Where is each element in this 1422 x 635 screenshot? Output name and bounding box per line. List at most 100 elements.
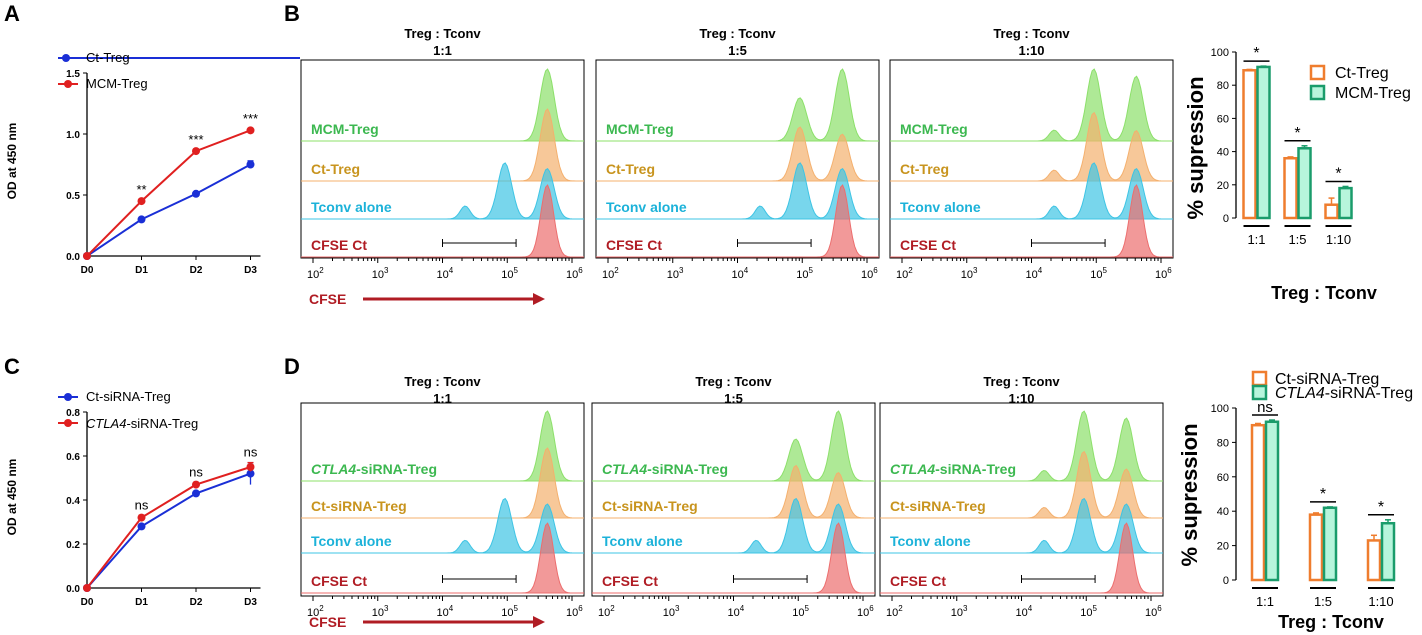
bar <box>1324 203 1339 220</box>
y-tick-label: 40 <box>1217 147 1229 159</box>
row-label: CFSE Ct <box>890 573 946 589</box>
panel-letter-c: C <box>4 354 20 379</box>
flow-histograms-b: Treg : Tconv 1:1 MCM-Treg Ct-Treg Tconv alon… <box>300 26 1174 307</box>
data-point <box>192 489 200 498</box>
y-axis-label: OD at 450 nm <box>5 459 19 536</box>
significance-label: ns <box>135 497 149 512</box>
x-tick-label: D0 <box>81 597 94 608</box>
legend-label-ctla4-sirna: CTLA4-siRNA-Treg <box>86 416 198 431</box>
data-point <box>83 252 91 260</box>
bar <box>1322 506 1338 582</box>
panel-letter-d: D <box>284 354 300 379</box>
y-tick-label: 20 <box>1217 180 1229 192</box>
row-label: Ct-Treg <box>311 161 360 177</box>
y-axis-label: % supression <box>1177 423 1202 566</box>
panel-letter-b: B <box>284 1 300 26</box>
x-tick-label: 102 <box>886 604 903 619</box>
row-label: CFSE Ct <box>606 237 662 253</box>
x-tick-label: D1 <box>135 597 148 608</box>
x-tick-label: D2 <box>190 265 203 276</box>
data-point <box>137 522 146 531</box>
y-tick-label: 0.2 <box>66 540 80 551</box>
panel-header: Treg : Tconv <box>993 26 1070 41</box>
y-tick-label: 80 <box>1217 80 1229 92</box>
y-axis-label: OD at 450 nm <box>5 123 19 200</box>
x-tick-label: 1:5 <box>1314 594 1332 609</box>
row-label: MCM-Treg <box>311 121 379 137</box>
x-tick-label: D3 <box>244 597 257 608</box>
row-label: MCM-Treg <box>606 121 674 137</box>
x-tick-label: 105 <box>1080 604 1097 619</box>
bar-chart-b: % supression Treg : Tconv Ct-Treg MCM-Tr… <box>1183 45 1411 303</box>
series-line-1 <box>86 466 251 589</box>
significance-label: ns <box>244 445 258 460</box>
legend-label-ct-treg: Ct-Treg <box>1335 65 1389 82</box>
x-tick-label: 102 <box>307 604 324 619</box>
legend-marker-ctla4-sirna <box>64 419 72 427</box>
x-tick-label: 104 <box>1026 266 1043 281</box>
x-tick-label: 104 <box>437 604 454 619</box>
significance-label: ns <box>189 464 203 479</box>
y-tick-label: 1.5 <box>66 69 80 80</box>
bar <box>1256 65 1271 220</box>
x-tick-label: 102 <box>896 266 913 281</box>
row-label: CFSE Ct <box>311 237 367 253</box>
series-line-0 <box>86 163 251 257</box>
y-tick-label: 1.0 <box>66 130 80 141</box>
y-tick-label: 0.8 <box>66 408 80 419</box>
y-tick-label: 100 <box>1211 403 1229 415</box>
y-tick-label: 0.0 <box>66 252 80 263</box>
axis-label-cfse: CFSE <box>309 291 346 307</box>
axis-arrow-head <box>533 293 545 305</box>
x-tick-label: 103 <box>372 604 389 619</box>
bar <box>1242 69 1257 220</box>
y-tick-label: 60 <box>1217 472 1229 484</box>
data-point <box>137 513 146 522</box>
row-label: Ct-siRNA-Treg <box>602 498 698 514</box>
panel-letter-a: A <box>4 1 20 26</box>
x-tick-label: 1:10 <box>1326 232 1351 247</box>
legend-label-ct-sirna: Ct-siRNA-Treg <box>86 389 171 404</box>
axis-label-cfse: CFSE <box>309 614 346 630</box>
row-label: Ct-Treg <box>606 161 655 177</box>
y-axis-label: % supression <box>1183 76 1208 219</box>
panel-ratio: 1:1 <box>433 43 452 58</box>
x-tick-label: 104 <box>437 266 454 281</box>
legend-marker-mcm-treg <box>64 80 72 88</box>
legend-marker-ct-treg <box>62 54 70 62</box>
bar <box>1264 420 1280 582</box>
x-tick-label: 106 <box>566 266 583 281</box>
x-tick-label: 106 <box>1155 266 1172 281</box>
data-point <box>192 189 200 198</box>
series-line-1 <box>86 129 251 257</box>
x-tick-label: 105 <box>1090 266 1107 281</box>
row-label: Ct-siRNA-Treg <box>311 498 407 514</box>
panel-ratio: 1:10 <box>1008 391 1034 406</box>
x-tick-label: 103 <box>372 266 389 281</box>
x-axis-label: Treg : Tconv <box>1271 283 1377 303</box>
panel-ratio: 1:5 <box>728 43 747 58</box>
row-label: CTLA4-siRNA-Treg <box>602 461 728 477</box>
y-tick-label: 0 <box>1223 213 1229 225</box>
row-label: Tconv alone <box>900 199 981 215</box>
x-tick-label: 105 <box>796 266 813 281</box>
data-point <box>83 584 91 592</box>
significance-label: ** <box>136 182 146 197</box>
legend-label-ctla4-sirna: CTLA4-siRNA-Treg <box>1275 385 1413 402</box>
row-label: Tconv alone <box>311 533 392 549</box>
x-tick-label: D1 <box>135 265 148 276</box>
row-label: Tconv alone <box>602 533 683 549</box>
bar <box>1250 423 1266 582</box>
significance-label: ns <box>1257 399 1273 416</box>
x-tick-label: 104 <box>1016 604 1033 619</box>
data-point <box>137 215 146 224</box>
bar-chart-d: % supression Treg : Tconv Ct-siRNA-Treg … <box>1177 370 1413 632</box>
significance-label: *** <box>188 132 203 147</box>
significance-label: * <box>1335 165 1341 182</box>
axis-arrow-head <box>533 616 545 628</box>
x-tick-label: 106 <box>1145 604 1162 619</box>
data-point <box>246 463 255 471</box>
y-tick-label: 0.0 <box>66 584 80 595</box>
x-tick-label: 106 <box>861 266 878 281</box>
